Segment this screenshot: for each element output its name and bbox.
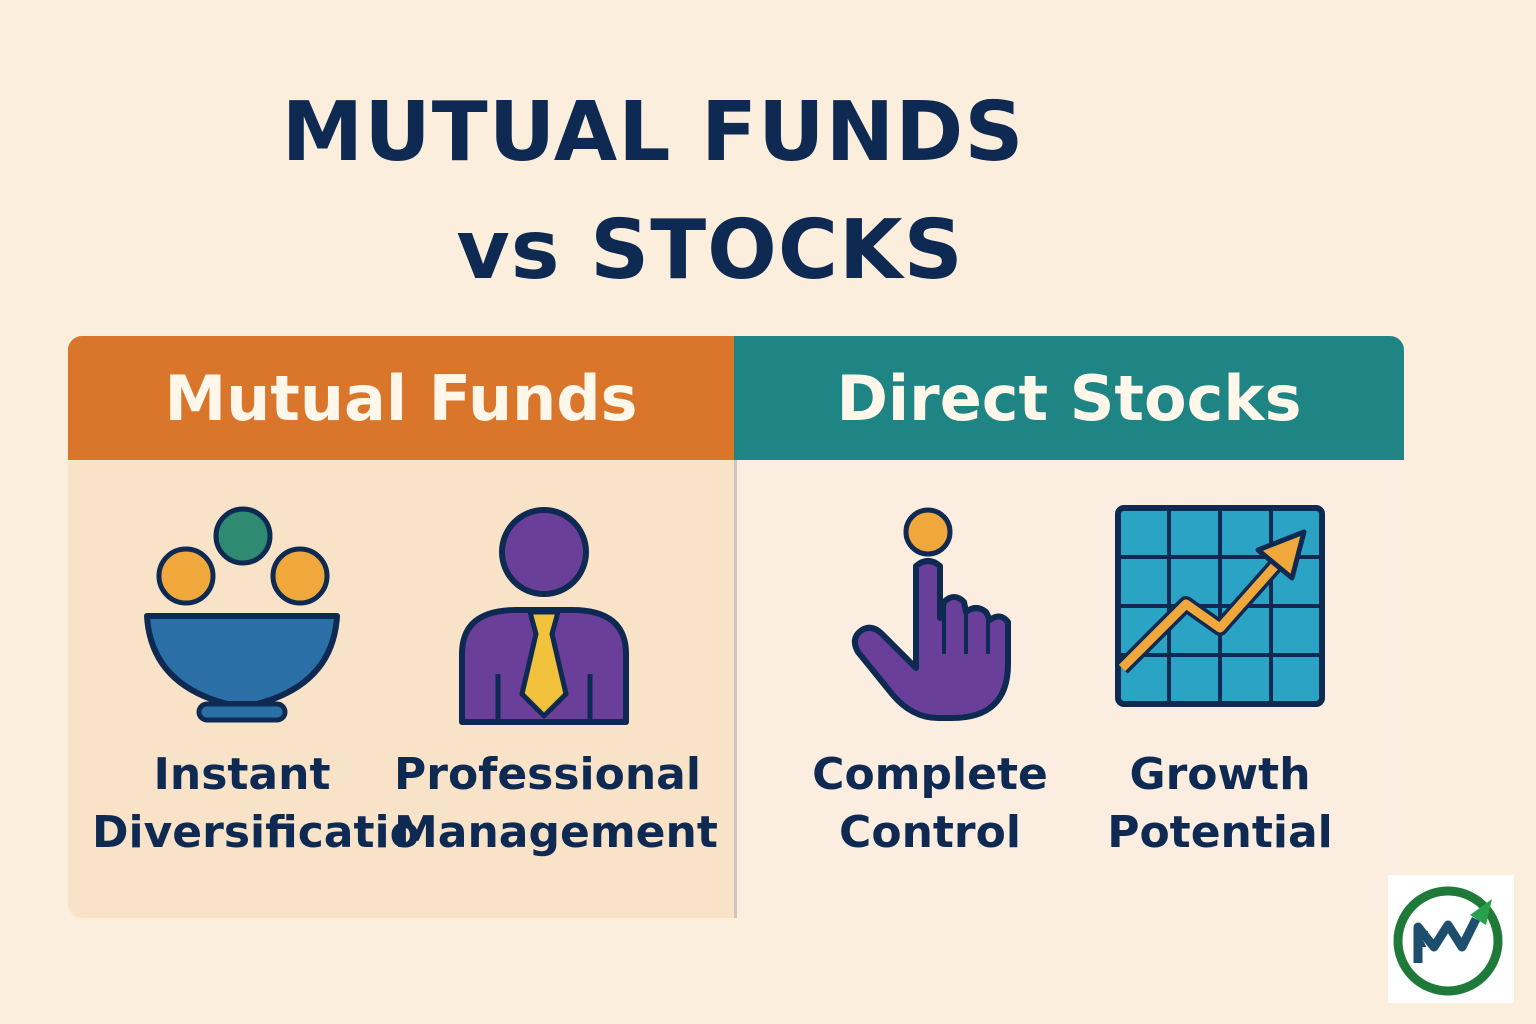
feature-complete-control: Complete Control bbox=[780, 504, 1080, 862]
feature-professional-management: Professional Management bbox=[394, 504, 718, 862]
feature-label: Complete Control bbox=[812, 749, 1048, 858]
mutual-funds-column: Mutual Funds Instant Diversificatio Prof… bbox=[68, 336, 734, 918]
svg-text:₹: ₹ bbox=[1414, 928, 1429, 953]
brand-logo-icon: ₹ bbox=[1393, 886, 1503, 996]
professional-person-icon bbox=[459, 507, 629, 725]
growth-chart-icon bbox=[1115, 505, 1325, 707]
page-title-line2: vs STOCKS bbox=[456, 203, 964, 298]
column-divider bbox=[734, 460, 737, 918]
page-title-line1: MUTUAL FUNDS bbox=[281, 85, 1025, 180]
brand-logo: ₹ bbox=[1388, 875, 1514, 1003]
mutual-funds-header: Mutual Funds bbox=[68, 336, 734, 460]
feature-label: Growth Potential bbox=[1107, 749, 1333, 858]
comparison-panel: Mutual Funds Instant Diversificatio Prof… bbox=[68, 336, 1404, 918]
pointing-hand-icon bbox=[851, 507, 1011, 721]
direct-stocks-header: Direct Stocks bbox=[734, 336, 1404, 460]
feature-label: Instant Diversificatio bbox=[92, 749, 420, 858]
feature-growth-potential: Growth Potential bbox=[1070, 504, 1370, 862]
feature-label: Professional Management bbox=[394, 749, 718, 858]
bowl-coins-icon bbox=[144, 506, 340, 723]
feature-instant-diversification: Instant Diversificatio bbox=[92, 504, 420, 862]
direct-stocks-column: Direct Stocks Complete Control bbox=[734, 336, 1404, 918]
